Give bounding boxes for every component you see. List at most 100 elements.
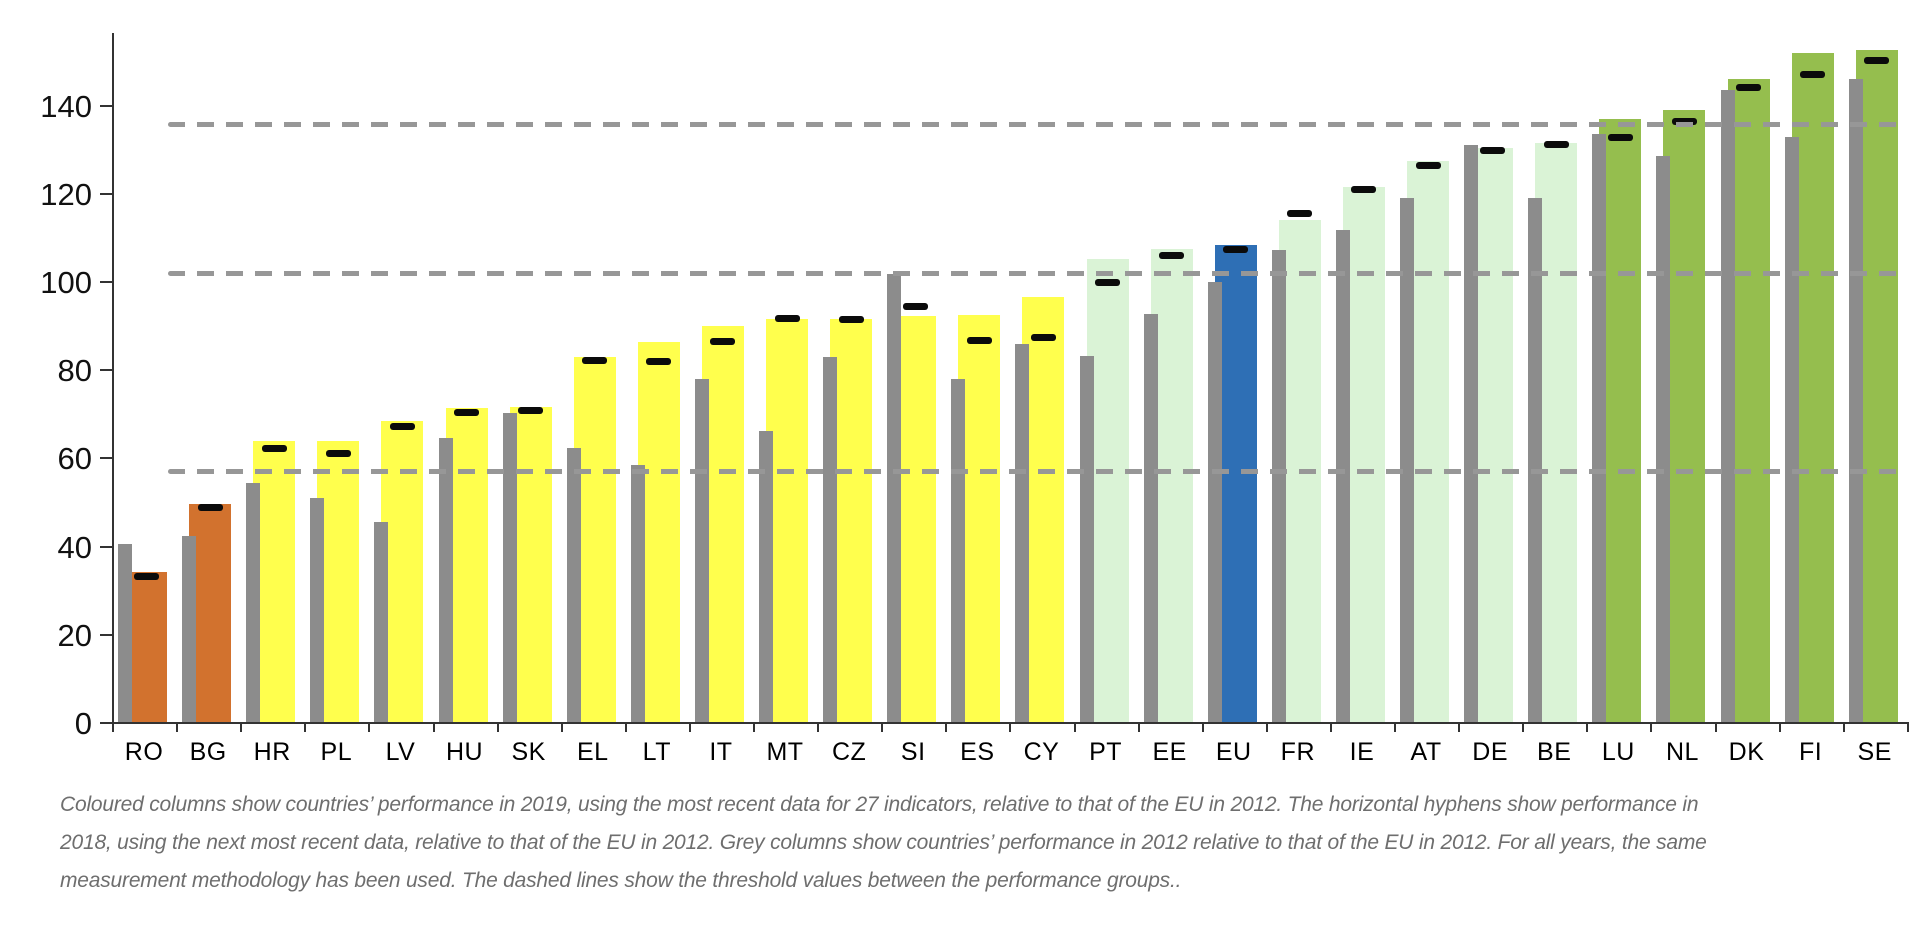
bar-ES-2012 [951,378,966,723]
bar-EE-2019 [1150,248,1193,723]
hyphen-DK-2018 [1736,84,1761,92]
axis-y [112,33,114,725]
x-label-DE: DE [1472,738,1508,766]
x-label-EL: EL [576,738,609,766]
bar-ES-2019 [958,314,1001,723]
y-tick-40 [100,545,112,548]
bar-EU-2019 [1214,245,1257,723]
y-tick-label-140: 140 [40,88,92,124]
bar-LV-2012 [374,521,389,723]
threshold-line-3 [168,122,1907,128]
y-tick-label-40: 40 [57,529,92,565]
x-label-IT: IT [709,738,733,766]
bar-EU-2012 [1207,282,1222,723]
bar-IE-2012 [1335,229,1350,723]
bar-FI-2019 [1791,52,1834,723]
x-label-BG: BG [189,738,227,766]
x-label-SK: SK [511,738,546,766]
hyphen-DE-2018 [1479,146,1505,154]
bar-PT-2019 [1086,258,1129,723]
x-label-CZ: CZ [831,738,867,766]
hyphen-NL-2018 [1671,117,1697,125]
bar-PT-2012 [1079,355,1094,723]
x-label-EU: EU [1215,738,1252,766]
bar-BE-2019 [1535,143,1578,723]
y-tick-label-80: 80 [57,353,92,389]
caption-line: 2018, using the next most recent data, r… [60,831,1707,854]
y-tick-100 [100,281,112,283]
x-label-BE: BE [1537,738,1572,766]
x-label-PT: PT [1089,738,1123,766]
y-tick-140 [100,104,112,107]
x-boundary-tick [432,723,435,732]
x-boundary-tick [1201,723,1204,732]
hyphen-MT-2018 [774,314,800,322]
y-tick-20 [100,633,112,636]
hyphen-PT-2018 [1095,278,1120,286]
x-label-PL: PL [320,738,353,766]
bar-CY-2019 [1022,297,1065,723]
x-label-SI: SI [900,738,926,766]
hyphen-HU-2018 [454,408,479,416]
bar-IT-2019 [701,326,744,723]
bar-EL-2012 [566,447,581,723]
hyphen-IT-2018 [710,338,736,346]
x-label-HR: HR [253,738,291,766]
bar-DE-2019 [1471,147,1514,723]
y-tick-label-120: 120 [40,176,92,212]
hyphen-EL-2018 [582,356,608,364]
x-label-LT: LT [642,738,671,766]
x-boundary-tick [1009,723,1012,732]
x-label-FR: FR [1280,738,1315,766]
bar-FR-2012 [1271,250,1286,723]
hyphen-CZ-2018 [838,316,864,324]
y-tick-80 [100,369,112,372]
hyphen-LV-2018 [389,423,415,431]
bar-RO-2019 [125,571,167,723]
x-label-ES: ES [960,738,995,766]
x-boundary-tick [560,723,563,732]
bar-RO-2012 [118,544,132,723]
caption-line: Coloured columns show countries’ perform… [60,793,1699,816]
hyphen-SE-2018 [1864,57,1890,65]
bar-BE-2012 [1528,198,1543,723]
bar-AT-2019 [1407,160,1449,723]
y-tick-60 [100,457,112,460]
bar-AT-2012 [1400,198,1414,723]
x-boundary-tick [240,723,243,732]
x-boundary-tick [817,723,820,732]
bar-HR-2019 [253,440,296,723]
x-boundary-tick [881,723,884,732]
bar-CZ-2019 [830,319,873,723]
threshold-line-2 [168,270,1907,276]
hyphen-SK-2018 [518,406,544,414]
bar-DK-2012 [1720,89,1735,723]
x-boundary-tick [1842,723,1845,732]
x-label-DK: DK [1728,738,1765,766]
x-boundary-tick [753,723,755,732]
bar-SK-2019 [509,407,552,723]
bar-SE-2019 [1855,50,1898,723]
bar-IT-2012 [694,379,709,723]
x-label-EE: EE [1152,738,1187,766]
bar-PL-2019 [317,440,360,723]
x-label-CY: CY [1023,738,1060,766]
bar-LT-2012 [630,465,645,723]
x-boundary-tick [1906,723,1909,732]
bar-FI-2012 [1784,137,1799,723]
x-boundary-tick [945,723,948,732]
hyphen-SI-2018 [902,302,928,310]
x-boundary-tick [1137,723,1140,732]
hyphen-ES-2018 [966,337,992,345]
hyphen-IE-2018 [1351,185,1377,193]
axis-x [112,722,1909,724]
hyphen-CY-2018 [1030,334,1056,342]
x-boundary-tick [1073,723,1076,732]
x-label-AT: AT [1410,738,1442,766]
hyphen-EU-2018 [1223,245,1249,253]
bar-BG-2019 [189,504,232,723]
bar-HU-2019 [445,407,488,723]
y-tick-0 [100,722,112,724]
x-label-RO: RO [124,738,164,766]
x-label-IE: IE [1349,738,1375,766]
